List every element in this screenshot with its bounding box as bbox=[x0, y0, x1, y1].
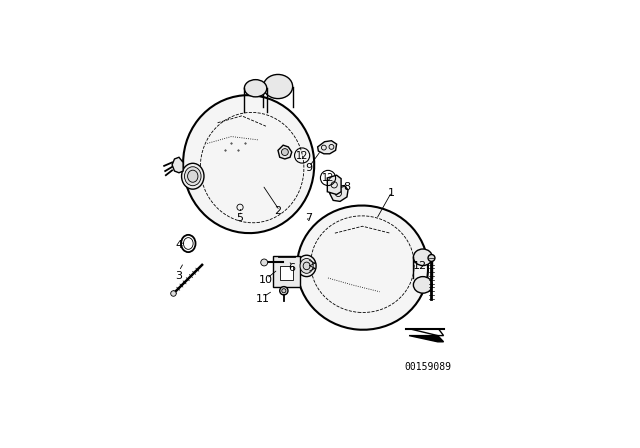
Text: 7: 7 bbox=[305, 213, 312, 223]
PathPatch shape bbox=[327, 175, 341, 194]
Polygon shape bbox=[409, 336, 444, 342]
Circle shape bbox=[282, 149, 289, 155]
Ellipse shape bbox=[184, 167, 201, 186]
Text: 12: 12 bbox=[296, 151, 308, 160]
Text: 4: 4 bbox=[175, 240, 182, 250]
Ellipse shape bbox=[413, 276, 433, 293]
Ellipse shape bbox=[297, 206, 428, 330]
Text: 11: 11 bbox=[255, 294, 269, 304]
Circle shape bbox=[171, 291, 176, 296]
Text: 8: 8 bbox=[344, 181, 351, 192]
Text: 1: 1 bbox=[388, 189, 396, 198]
Ellipse shape bbox=[413, 249, 433, 266]
Text: 00159089: 00159089 bbox=[404, 362, 452, 372]
Ellipse shape bbox=[183, 95, 314, 233]
FancyBboxPatch shape bbox=[280, 266, 293, 280]
Ellipse shape bbox=[188, 170, 198, 182]
Text: 5: 5 bbox=[237, 213, 244, 223]
PathPatch shape bbox=[278, 145, 292, 159]
PathPatch shape bbox=[317, 141, 337, 154]
Ellipse shape bbox=[303, 262, 310, 270]
Text: 3: 3 bbox=[175, 271, 182, 281]
Text: 12: 12 bbox=[322, 173, 334, 183]
Text: 10: 10 bbox=[259, 275, 273, 285]
Text: 6: 6 bbox=[288, 263, 295, 273]
Text: 9: 9 bbox=[305, 163, 312, 172]
Ellipse shape bbox=[300, 258, 313, 273]
Ellipse shape bbox=[182, 163, 204, 189]
Circle shape bbox=[282, 289, 286, 293]
FancyBboxPatch shape bbox=[273, 256, 300, 287]
Circle shape bbox=[428, 254, 435, 262]
Ellipse shape bbox=[244, 80, 267, 97]
PathPatch shape bbox=[330, 185, 348, 202]
Circle shape bbox=[280, 287, 288, 295]
Text: 2: 2 bbox=[275, 206, 282, 216]
Ellipse shape bbox=[297, 255, 316, 276]
Circle shape bbox=[260, 259, 268, 266]
PathPatch shape bbox=[172, 157, 183, 173]
Text: 12: 12 bbox=[412, 261, 426, 271]
Ellipse shape bbox=[263, 74, 292, 99]
